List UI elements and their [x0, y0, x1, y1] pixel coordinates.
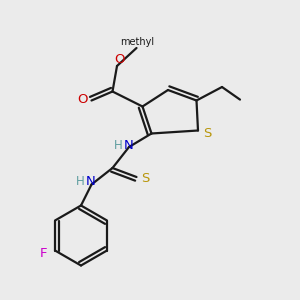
Text: N: N: [124, 139, 134, 152]
Text: O: O: [114, 53, 125, 66]
Text: N: N: [86, 175, 96, 188]
Text: S: S: [141, 172, 150, 185]
Text: H: H: [114, 139, 123, 152]
Text: S: S: [203, 127, 212, 140]
Text: F: F: [40, 247, 47, 260]
Text: O: O: [77, 93, 88, 106]
Text: H: H: [76, 175, 85, 188]
Text: methyl: methyl: [120, 37, 154, 47]
